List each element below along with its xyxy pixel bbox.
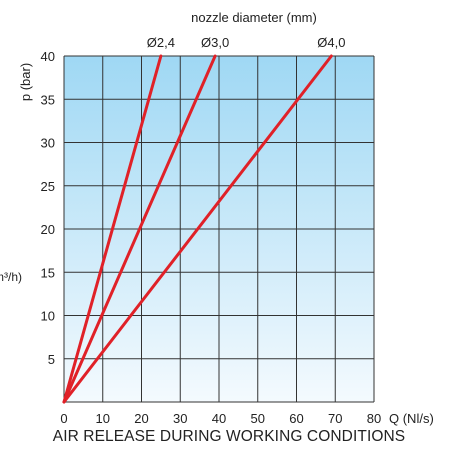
y-tick-label: 15	[41, 265, 55, 280]
tick-labels: 0 10 20 30 40 50 60 70 80 5 10 15 20 25 30 35 40	[41, 49, 382, 426]
x-tick-label: 30	[173, 411, 187, 426]
series-label: Ø2,4	[147, 35, 175, 50]
y-tick-label: 40	[41, 49, 55, 64]
y-tick-label: 10	[41, 309, 55, 324]
y-tick-label: 35	[41, 92, 55, 107]
y-axis-label: p (bar)	[18, 63, 33, 101]
x-tick-label: 10	[96, 411, 110, 426]
series-line	[62, 54, 163, 404]
y-tick-label: 20	[41, 222, 55, 237]
series-line	[62, 54, 333, 404]
y-tick-label: 25	[41, 179, 55, 194]
x-tick-label: 60	[289, 411, 303, 426]
x-tick-label: 50	[251, 411, 265, 426]
series-label: Ø3,0	[201, 35, 229, 50]
y-tick-label: 5	[48, 352, 55, 367]
axis-labels: nozzle diameter (mm) p (bar) (m³/h) Q (N…	[0, 10, 434, 426]
chart-caption: AIR RELEASE DURING WORKING CONDITIONS	[52, 428, 406, 445]
x-tick-label: 20	[134, 411, 148, 426]
x-axis-label: Q (Nl/s)	[389, 411, 434, 426]
chart-title: nozzle diameter (mm)	[191, 10, 317, 25]
grid	[63, 55, 375, 403]
series-label: Ø4,0	[317, 35, 345, 50]
y-axis-secondary-label: (m³/h)	[0, 270, 22, 284]
series-lines: Ø2,4 Ø3,0 Ø4,0	[62, 35, 345, 404]
series-line	[62, 54, 217, 404]
x-tick-label: 0	[60, 411, 67, 426]
x-tick-label: 70	[328, 411, 342, 426]
x-tick-label: 40	[212, 411, 226, 426]
y-tick-label: 30	[41, 136, 55, 151]
x-tick-label: 80	[367, 411, 381, 426]
